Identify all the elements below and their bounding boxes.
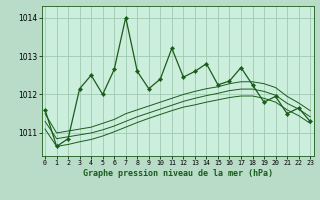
X-axis label: Graphe pression niveau de la mer (hPa): Graphe pression niveau de la mer (hPa) — [83, 169, 273, 178]
